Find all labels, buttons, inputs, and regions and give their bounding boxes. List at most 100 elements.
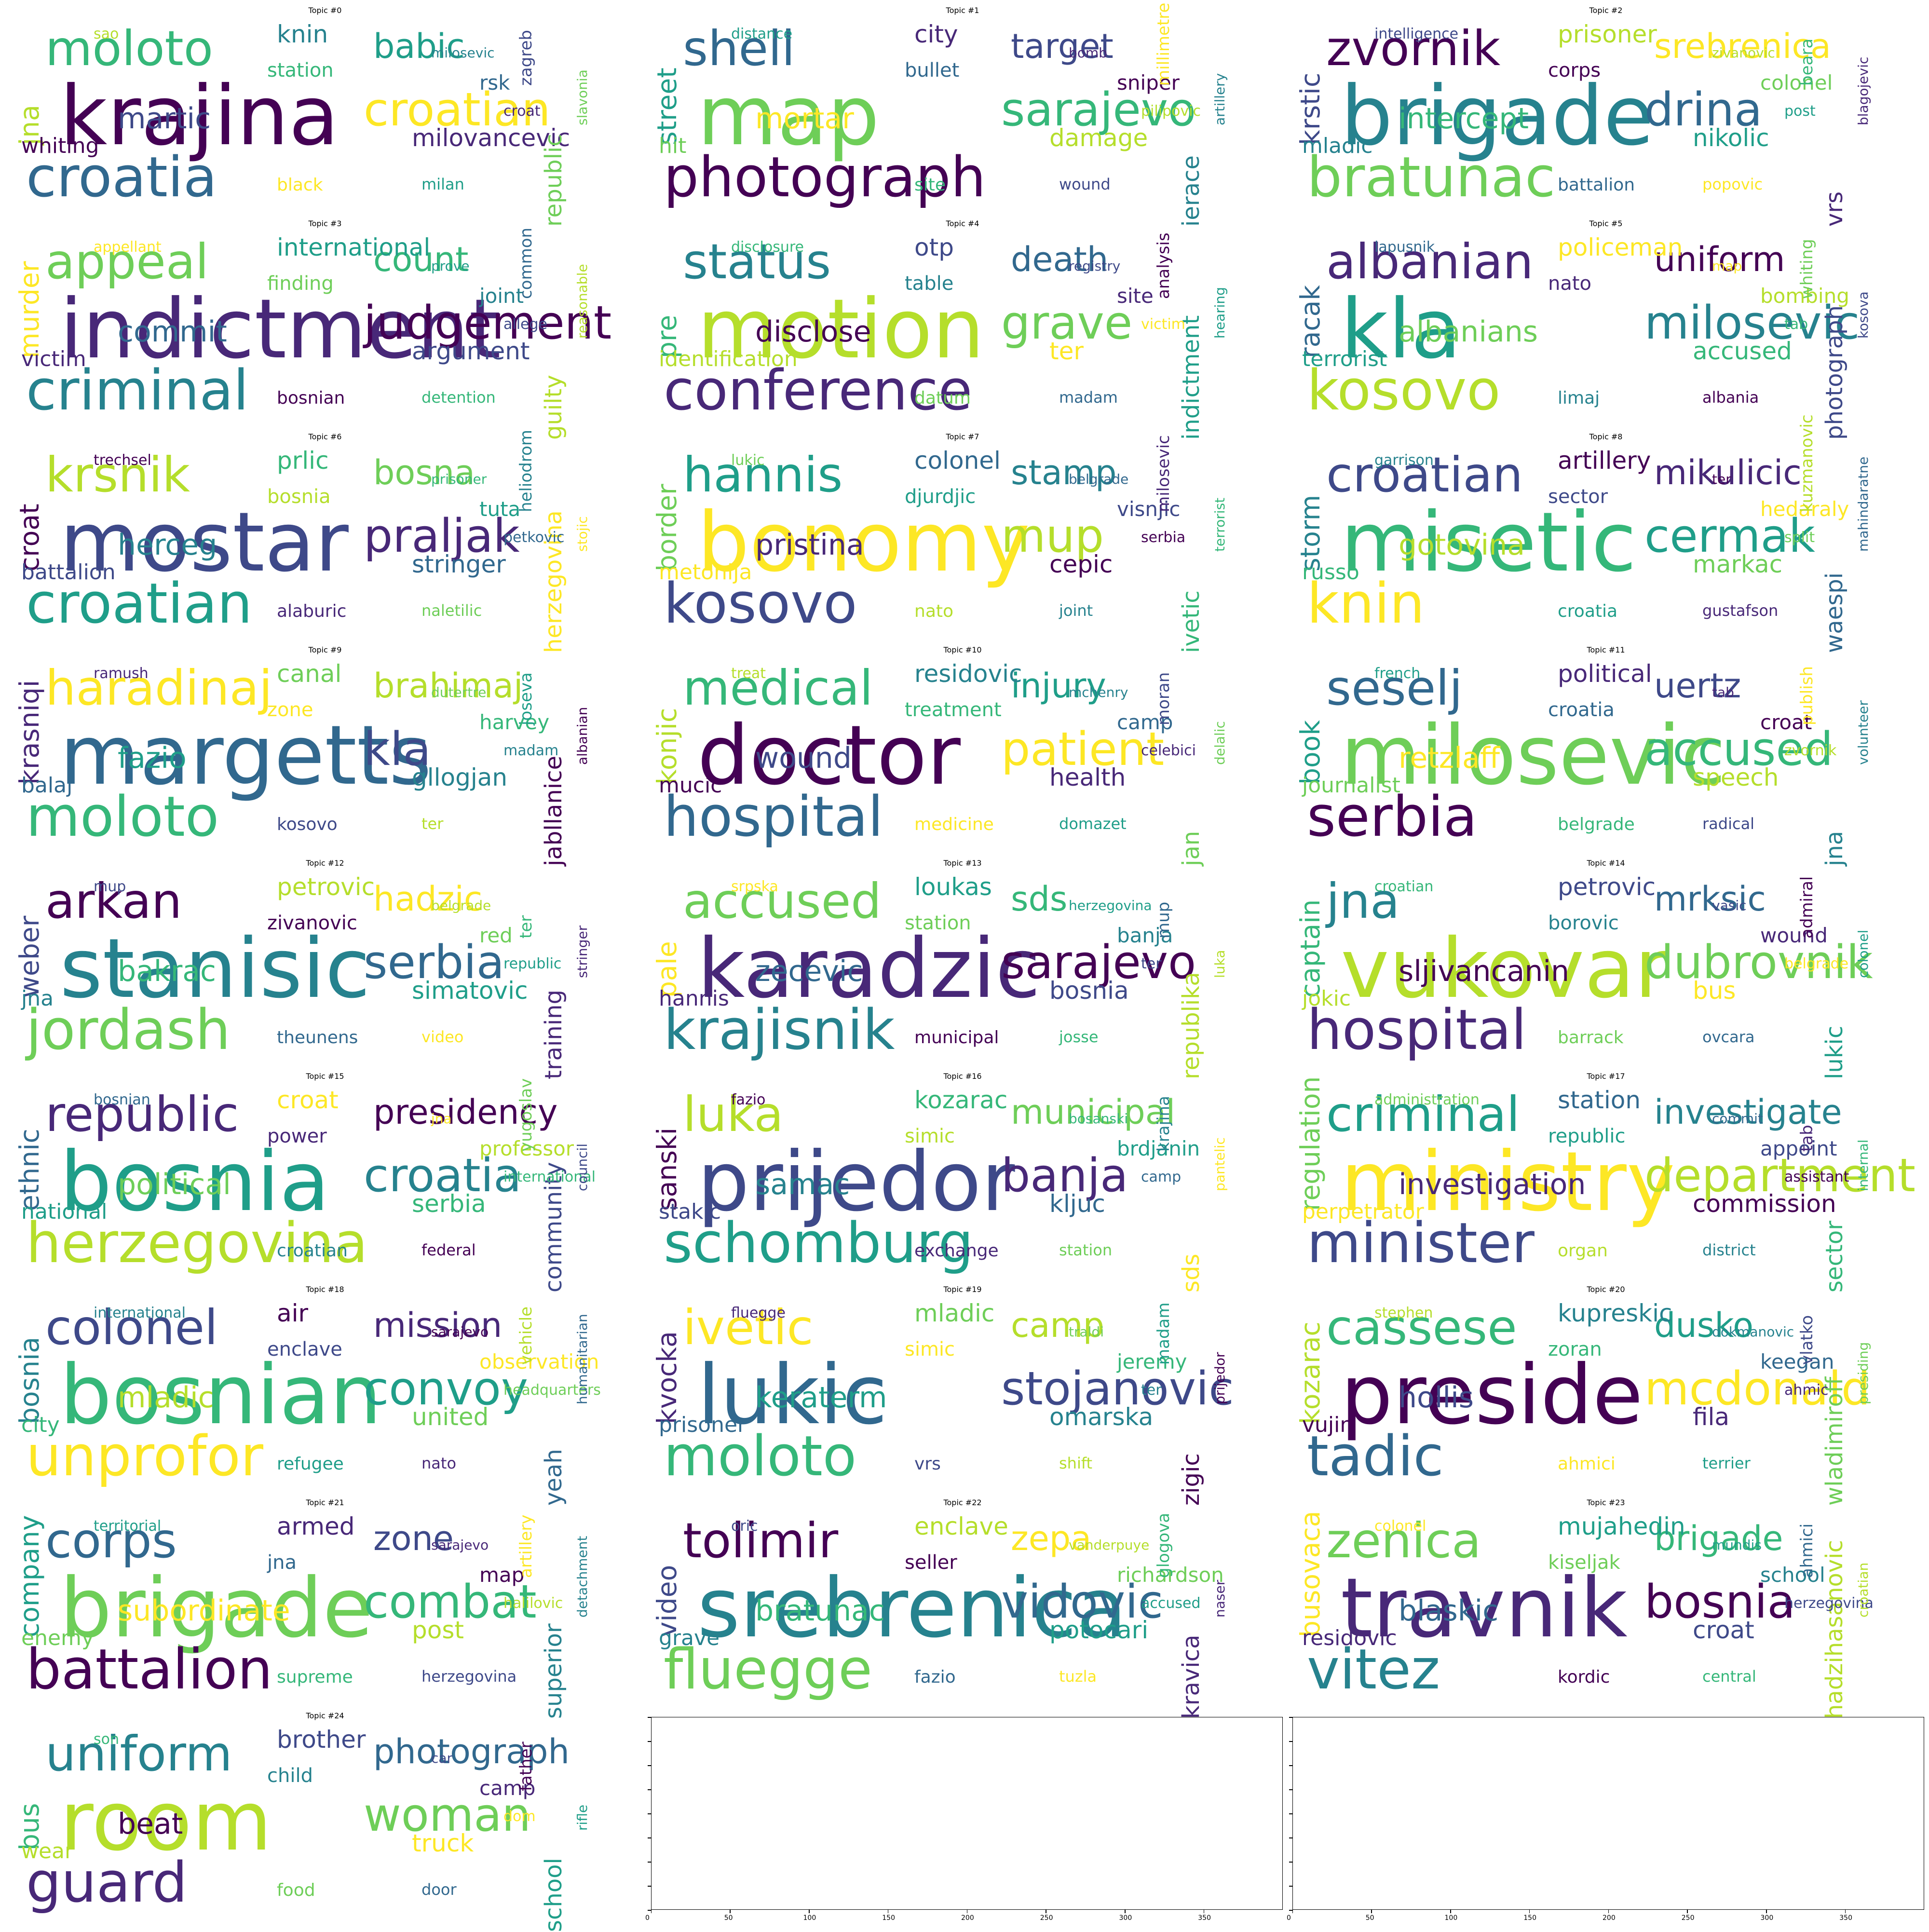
word: moloto bbox=[664, 1424, 857, 1489]
y-tick bbox=[1289, 1717, 1292, 1718]
word: stamp bbox=[1011, 453, 1117, 492]
panel-title: Topic #5 bbox=[1589, 219, 1623, 228]
panel-title: Topic #11 bbox=[1587, 645, 1625, 654]
word: indictment bbox=[1178, 315, 1205, 440]
topic-panel: Topic #0 krajina croatia moloto croatian mart… bbox=[7, 5, 643, 227]
x-tick bbox=[1203, 1910, 1205, 1913]
word: borovic bbox=[1548, 912, 1619, 934]
word: sarajevo bbox=[1001, 936, 1196, 989]
word: treat bbox=[731, 665, 766, 682]
word-cloud: map photograph shell sarajevo mortar target st… bbox=[644, 3, 1281, 227]
word: guard bbox=[26, 1850, 188, 1915]
word: zenica bbox=[1326, 1512, 1481, 1569]
word: croatian bbox=[1855, 1562, 1871, 1618]
word: kozarac bbox=[1295, 1321, 1326, 1424]
word: jabllanice bbox=[540, 756, 567, 866]
word: kuzmanovic bbox=[1797, 414, 1817, 512]
word: split bbox=[1784, 529, 1815, 546]
word: sljivancanin bbox=[1399, 954, 1570, 988]
word: whiting bbox=[21, 134, 99, 158]
word: republic bbox=[1548, 1125, 1626, 1147]
word: cepic bbox=[1049, 550, 1113, 578]
word: post bbox=[412, 1616, 464, 1644]
word: stringer bbox=[574, 925, 590, 978]
topic-panel: Topic #18 bosnian unprofor colonel convoy mla… bbox=[7, 1284, 643, 1506]
word: bosnian bbox=[60, 1347, 382, 1443]
word: united bbox=[412, 1403, 489, 1431]
x-tick-label: 200 bbox=[961, 1914, 974, 1922]
word: admiral bbox=[1797, 876, 1817, 939]
word: croatian bbox=[1326, 447, 1523, 503]
topic-panel: Topic #19 lukic moloto ivetic stojanovic kera… bbox=[644, 1284, 1281, 1506]
word: milan bbox=[421, 175, 464, 193]
word: camp bbox=[1117, 710, 1173, 734]
word: babic bbox=[373, 27, 465, 66]
word: belgrade bbox=[1784, 955, 1849, 972]
word: cassese bbox=[1326, 1299, 1517, 1356]
word: simic bbox=[905, 1125, 955, 1147]
word: slavonia bbox=[574, 69, 590, 125]
word: criminal bbox=[26, 358, 249, 423]
word: distance bbox=[731, 26, 793, 42]
word: french bbox=[1374, 665, 1421, 682]
word: humanitarian bbox=[574, 1314, 590, 1404]
word: mikulicic bbox=[1654, 453, 1802, 492]
word: judgement bbox=[364, 297, 612, 350]
word: mortar bbox=[755, 102, 854, 136]
word: dutertre bbox=[431, 684, 487, 700]
panel-title: Topic #22 bbox=[943, 1498, 982, 1507]
panel-title: Topic #20 bbox=[1587, 1285, 1625, 1294]
word: petrovic bbox=[1558, 873, 1656, 901]
word: patient bbox=[1001, 723, 1165, 776]
word: stephen bbox=[1374, 1305, 1433, 1321]
word: criminal bbox=[1326, 1086, 1520, 1143]
word: hannis bbox=[659, 986, 729, 1011]
word: volunteer bbox=[1855, 700, 1871, 765]
word: national bbox=[21, 1199, 108, 1224]
word: colonel bbox=[45, 1299, 218, 1356]
word: herceg bbox=[118, 528, 217, 562]
word: motion bbox=[697, 282, 985, 377]
word: sao bbox=[94, 26, 119, 42]
word: russo bbox=[1302, 560, 1359, 585]
word: bosna bbox=[373, 453, 475, 492]
word: vidovic bbox=[1001, 1576, 1163, 1629]
word: woman bbox=[364, 1789, 531, 1842]
word: schomburg bbox=[664, 1211, 974, 1276]
topic-panel: Topic #22 srebrenica fluegge tolimir vidovic… bbox=[644, 1497, 1281, 1719]
word: sarajevo bbox=[431, 1324, 489, 1340]
word: fluegge bbox=[731, 1305, 786, 1321]
word: stanisic bbox=[60, 921, 370, 1017]
word: lapusnik bbox=[1374, 239, 1435, 256]
word: sniper bbox=[1117, 71, 1180, 95]
word: vasic bbox=[1712, 898, 1747, 913]
word: investigation bbox=[1399, 1168, 1586, 1201]
word: school bbox=[1760, 1563, 1825, 1587]
word: residovic bbox=[914, 660, 1022, 688]
word: heliodrom bbox=[516, 430, 536, 512]
word: corps bbox=[1548, 59, 1601, 82]
x-tick-label: 150 bbox=[1523, 1914, 1536, 1922]
word: tab bbox=[1712, 684, 1734, 700]
word: croatian bbox=[26, 571, 253, 636]
word: terrier bbox=[1702, 1454, 1751, 1472]
word: terrorist bbox=[1302, 347, 1387, 371]
word: albanians bbox=[1399, 315, 1538, 349]
word: finding bbox=[267, 272, 334, 295]
x-tick-label: 150 bbox=[882, 1914, 895, 1922]
y-tick bbox=[648, 1910, 651, 1911]
word: speech bbox=[1693, 763, 1779, 791]
word: radical bbox=[1702, 815, 1755, 833]
word: child bbox=[267, 1765, 313, 1787]
word: common bbox=[516, 227, 536, 299]
word: zivanovic bbox=[267, 912, 357, 934]
word: exchange bbox=[914, 1241, 999, 1261]
y-tick bbox=[648, 1717, 651, 1718]
word: mladic bbox=[1302, 134, 1373, 158]
word: accused bbox=[683, 873, 882, 929]
word: nato bbox=[421, 1454, 457, 1472]
word: accused bbox=[1644, 723, 1834, 776]
word-cloud: bosnian unprofor colonel convoy mladic missio… bbox=[7, 1296, 643, 1506]
topic-panel: Topic #23 travnik vitez zenica bosnia blaskic… bbox=[1288, 1497, 1924, 1719]
word-cloud: indictment criminal appeal judgement commit c… bbox=[7, 227, 643, 440]
